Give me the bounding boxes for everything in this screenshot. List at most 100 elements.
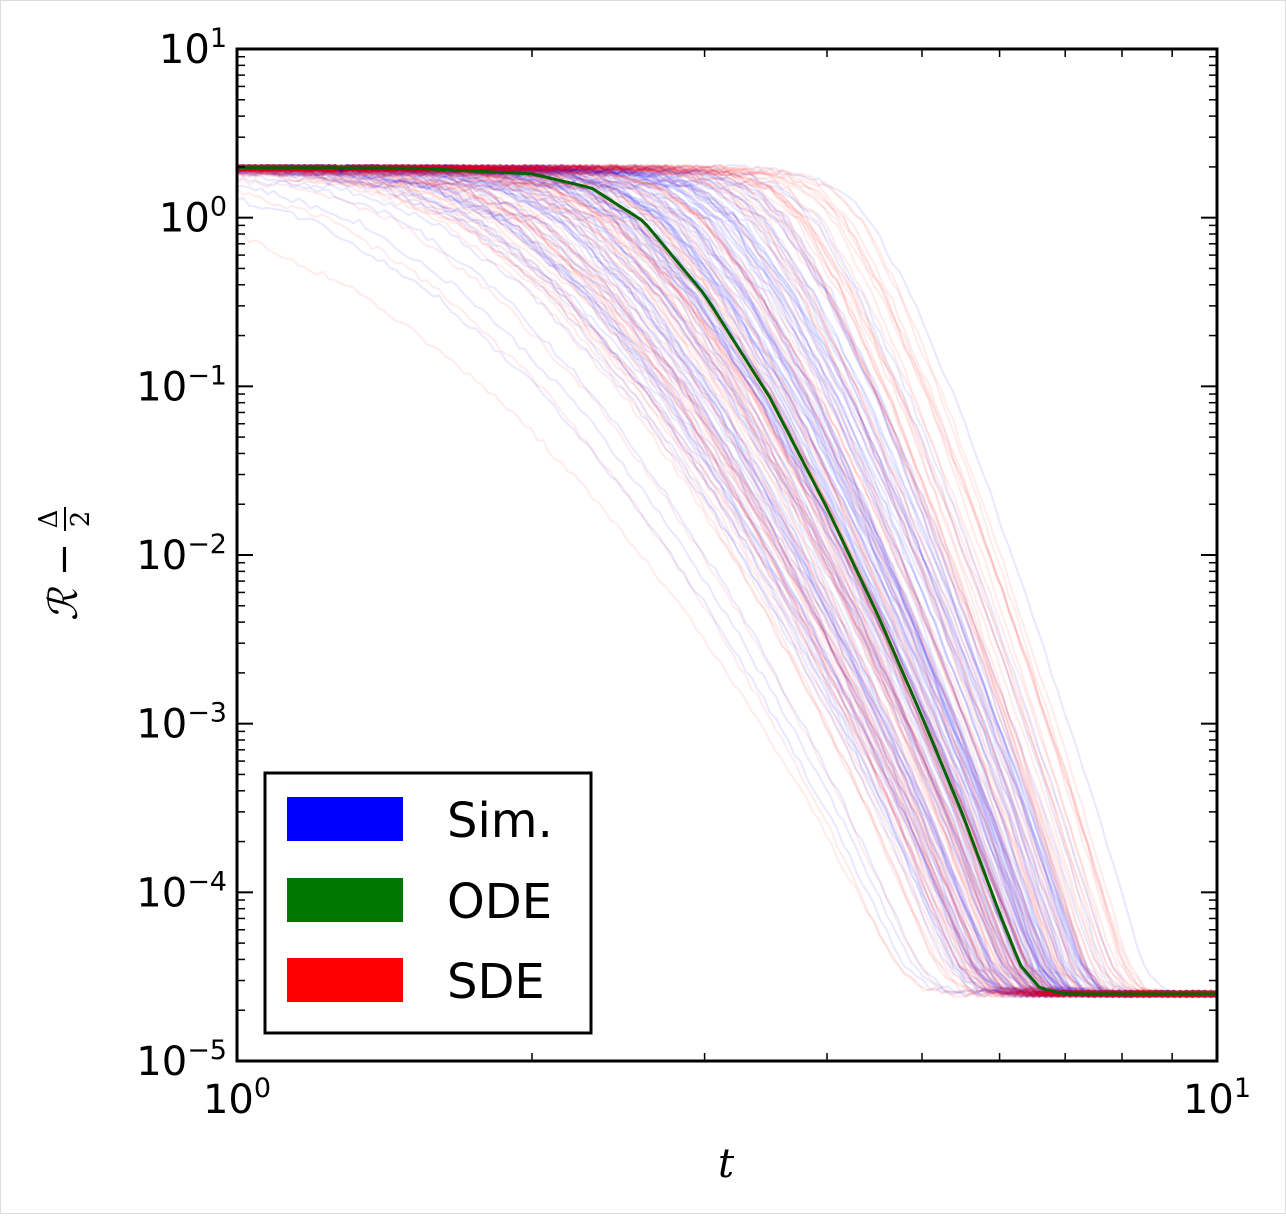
legend: Sim. ODE SDE — [263, 771, 593, 1035]
sde-trajectory — [237, 169, 1217, 998]
sim-trajectory — [237, 168, 1217, 999]
sim-trajectory — [237, 164, 1217, 999]
sim-trajectory — [237, 168, 1217, 999]
sim-trajectory — [237, 164, 1217, 999]
sim-trajectory — [237, 163, 1217, 999]
sde-trajectory — [237, 169, 1217, 999]
legend-swatch-sde — [287, 958, 403, 1002]
sde-trajectory — [237, 165, 1217, 998]
sim-trajectory — [237, 163, 1217, 998]
sde-trajectory — [237, 163, 1217, 999]
sde-trajectory — [237, 164, 1217, 999]
sim-trajectory — [237, 164, 1217, 998]
y-tick-label: 10−4 — [136, 866, 227, 916]
sde-trajectory — [237, 163, 1217, 998]
sim-trajectory — [237, 164, 1217, 999]
sim-trajectory — [237, 163, 1217, 999]
sim-trajectory — [237, 163, 1217, 999]
legend-swatch-ode — [287, 878, 403, 922]
sim-trajectory — [237, 164, 1217, 999]
sim-trajectory — [237, 167, 1217, 999]
sde-trajectory — [237, 164, 1217, 999]
sde-trajectory — [237, 167, 1217, 999]
sim-trajectory — [237, 163, 1217, 998]
sde-trajectory — [237, 164, 1217, 999]
x-tick-label: 101 — [1183, 1073, 1251, 1123]
legend-label-sde: SDE — [447, 954, 545, 1010]
sde-trajectory — [237, 168, 1217, 999]
sim-trajectory — [237, 163, 1217, 999]
sde-trajectory — [237, 163, 1217, 998]
sim-trajectory — [237, 163, 1217, 998]
sde-trajectory — [237, 163, 1217, 999]
sim-trajectory — [237, 167, 1217, 998]
sim-trajectory — [237, 163, 1217, 999]
sde-trajectory — [237, 164, 1217, 999]
sde-trajectory — [237, 164, 1217, 999]
legend-label-ode: ODE — [447, 874, 552, 930]
sde-trajectory — [237, 165, 1217, 999]
sim-trajectory — [237, 163, 1217, 999]
sim-trajectory — [237, 164, 1217, 999]
sim-trajectory — [237, 168, 1217, 999]
sde-trajectory — [237, 163, 1217, 999]
sde-trajectory — [237, 163, 1217, 997]
y-tick-label: 100 — [159, 192, 227, 242]
sde-trajectory — [237, 163, 1217, 999]
sde-trajectory — [237, 164, 1217, 999]
sim-trajectory — [237, 163, 1217, 999]
legend-label-sim: Sim. — [447, 793, 553, 849]
sim-trajectory — [237, 164, 1217, 999]
sde-trajectory — [237, 163, 1217, 999]
x-tick-label: 100 — [203, 1073, 271, 1123]
sde-trajectory — [237, 163, 1217, 999]
sde-trajectory — [237, 163, 1217, 998]
sim-trajectory — [237, 167, 1217, 999]
sde-trajectory — [237, 166, 1217, 999]
x-axis-label: t — [718, 1141, 735, 1187]
y-tick-label: 10−5 — [136, 1035, 227, 1085]
y-axis-label-frac-den: 2 — [66, 511, 96, 528]
sde-trajectory — [237, 164, 1217, 999]
sde-trajectory — [237, 164, 1217, 998]
sde-trajectory — [237, 163, 1217, 999]
sde-trajectory — [237, 163, 1217, 999]
sde-trajectory — [237, 187, 1217, 999]
sim-trajectory — [237, 163, 1217, 998]
sde-trajectory — [237, 163, 1217, 999]
sim-trajectory — [237, 164, 1217, 999]
sde-trajectory — [237, 164, 1217, 998]
sim-trajectory — [237, 164, 1217, 999]
sde-trajectory — [237, 163, 1217, 999]
sim-trajectory — [237, 163, 1217, 999]
sde-trajectory — [237, 231, 1217, 999]
y-tick-label: 10−3 — [136, 698, 227, 748]
sde-trajectory — [237, 163, 1217, 998]
sim-trajectory — [237, 163, 1217, 999]
ode-layer — [237, 166, 1217, 996]
sim-trajectory — [237, 163, 1217, 999]
sde-trajectory — [237, 163, 1217, 998]
sim-trajectory — [237, 167, 1217, 999]
sde-trajectory — [237, 164, 1217, 998]
sim-trajectory — [237, 196, 1217, 999]
sde-trajectory — [237, 163, 1217, 999]
y-axis-label-frac-num: Δ — [34, 510, 64, 529]
sim-trajectory — [237, 168, 1217, 998]
sim-trajectory — [237, 164, 1217, 999]
sde-trajectory — [237, 163, 1217, 998]
legend-swatch-sim — [287, 797, 403, 841]
plot-border — [235, 47, 1219, 1063]
sde-trajectory — [237, 163, 1217, 998]
sde-trajectory — [237, 163, 1217, 999]
y-tick-label: 10−1 — [136, 360, 227, 410]
sde-trajectory — [237, 167, 1217, 999]
sim-trajectory — [237, 169, 1217, 999]
sde-trajectory — [237, 167, 1217, 998]
sde-trajectory — [237, 164, 1217, 999]
sde-trajectory — [237, 163, 1217, 999]
sim-trajectory — [237, 163, 1217, 999]
